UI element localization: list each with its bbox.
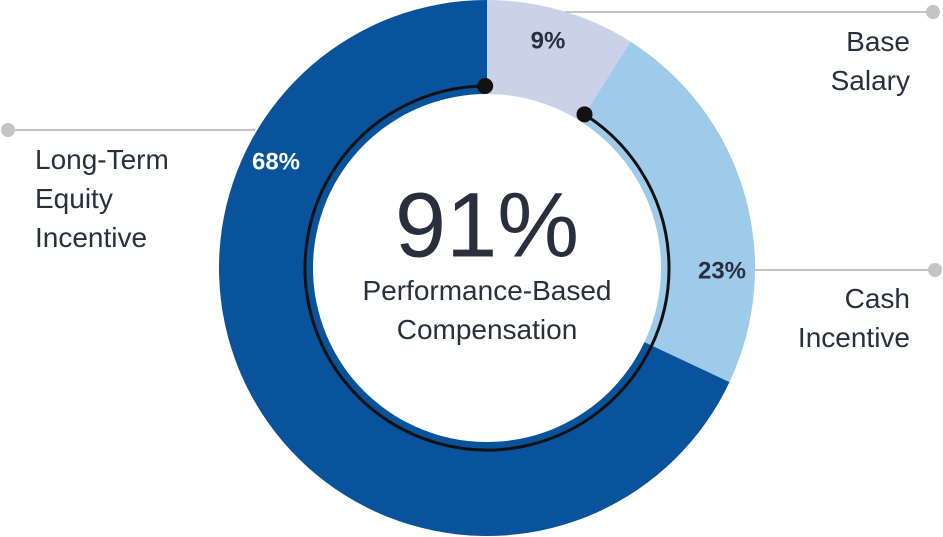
donut-slice [487, 0, 631, 122]
center-caption: Performance-Based Compensation [362, 275, 611, 345]
leader-dot [928, 263, 942, 277]
donut-slice [580, 41, 755, 383]
arc-dot [477, 78, 494, 95]
inner-arc [303, 84, 671, 452]
value-label: 23% [698, 257, 746, 284]
center-value: 91% [395, 174, 579, 276]
leader-dot [1, 123, 15, 137]
value-label: 68% [252, 148, 300, 175]
leader-dot [926, 5, 940, 19]
category-label: Long-Term Equity Incentive [35, 144, 169, 253]
value-label: 9% [531, 27, 566, 54]
donut-slice [218, 0, 730, 537]
arc-dot [576, 106, 593, 123]
category-label: Base Salary [831, 26, 910, 96]
category-label: Cash Incentive [798, 283, 910, 353]
